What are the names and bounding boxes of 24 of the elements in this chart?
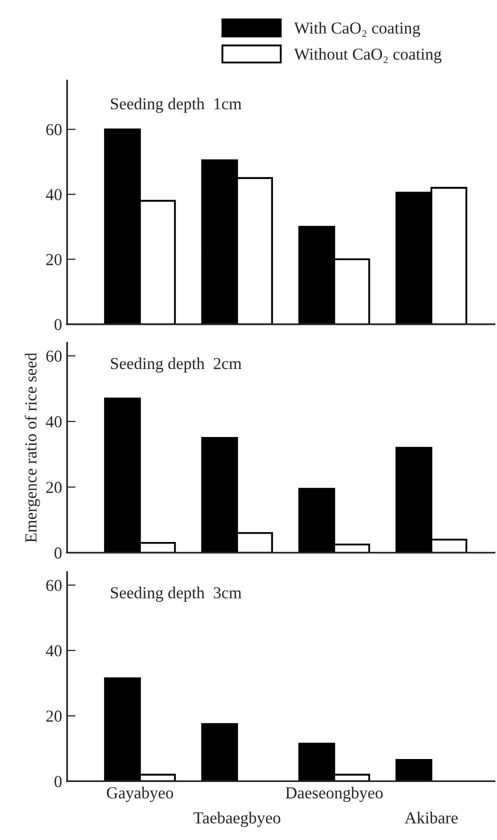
y-tick-label: 60 xyxy=(46,350,62,362)
y-tick-label: 40 xyxy=(46,416,62,428)
y-tick-label: 60 xyxy=(46,124,62,136)
y-tick-label: 0 xyxy=(54,776,62,788)
y-tick-label: 20 xyxy=(46,710,62,722)
y-tick-label: 0 xyxy=(54,547,62,559)
x-tick-label: Akibare xyxy=(404,812,458,824)
legend-label: Without CaO₂ coating xyxy=(294,48,442,64)
legend-label: With CaO₂ coating xyxy=(294,22,420,38)
bar xyxy=(201,723,238,782)
y-tick-label: 40 xyxy=(46,645,62,656)
text: Seeding depth 3cm xyxy=(110,586,242,602)
y-tick-label: 20 xyxy=(46,482,62,494)
text: Seeding depth 2cm xyxy=(110,357,242,373)
bar xyxy=(396,759,432,782)
x-tick-label: Taebaegbyeo xyxy=(194,812,280,827)
text: Seeding depth 1cm xyxy=(110,98,242,113)
x-tick-label: Gayabyeo xyxy=(106,786,174,802)
y-tick-label: 0 xyxy=(54,318,62,330)
y-tick-label: 40 xyxy=(46,189,62,200)
y-tick-label: 20 xyxy=(46,254,62,266)
y-tick-label: 60 xyxy=(46,580,62,592)
x-tick-label: Daeseongbyeo xyxy=(286,786,383,802)
y-axis-title: Emergence ratio of rice seed xyxy=(24,352,40,542)
